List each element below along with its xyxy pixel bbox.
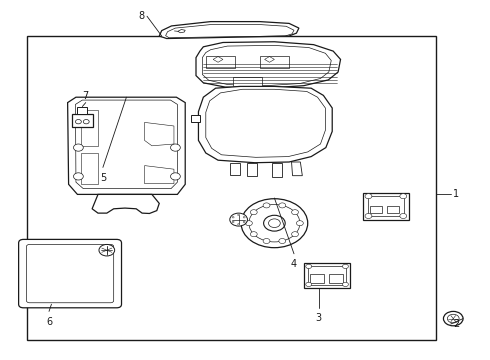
- Bar: [363, 193, 409, 220]
- Circle shape: [296, 221, 303, 226]
- Text: 3: 3: [316, 313, 321, 323]
- Text: 7: 7: [83, 91, 89, 101]
- Circle shape: [99, 244, 115, 256]
- Circle shape: [292, 232, 298, 237]
- Bar: [233, 77, 262, 86]
- Circle shape: [238, 214, 240, 216]
- FancyBboxPatch shape: [19, 239, 122, 308]
- Circle shape: [264, 215, 285, 231]
- Circle shape: [400, 194, 407, 199]
- Circle shape: [74, 144, 83, 151]
- Circle shape: [241, 199, 308, 248]
- Circle shape: [306, 282, 312, 287]
- Bar: [72, 114, 93, 127]
- Bar: [387, 206, 399, 213]
- Bar: [370, 206, 382, 213]
- Circle shape: [292, 210, 298, 215]
- Circle shape: [171, 173, 180, 180]
- Circle shape: [249, 204, 300, 242]
- Bar: [308, 266, 346, 285]
- Circle shape: [443, 311, 463, 326]
- Circle shape: [365, 194, 372, 199]
- Polygon shape: [198, 86, 332, 163]
- Text: 1: 1: [453, 189, 460, 199]
- Polygon shape: [191, 115, 200, 122]
- Polygon shape: [159, 22, 299, 39]
- Circle shape: [343, 282, 348, 287]
- Text: 5: 5: [100, 173, 106, 183]
- Bar: [329, 274, 343, 283]
- Polygon shape: [272, 163, 282, 177]
- Bar: [368, 196, 404, 216]
- Polygon shape: [68, 97, 185, 194]
- Circle shape: [269, 219, 280, 228]
- Circle shape: [74, 173, 83, 180]
- Circle shape: [343, 264, 348, 269]
- Polygon shape: [75, 100, 177, 189]
- Circle shape: [232, 221, 234, 222]
- Polygon shape: [145, 166, 174, 184]
- Polygon shape: [247, 163, 257, 176]
- Polygon shape: [230, 163, 240, 175]
- Circle shape: [171, 144, 180, 151]
- FancyBboxPatch shape: [26, 244, 114, 303]
- Circle shape: [263, 238, 270, 243]
- Bar: [260, 56, 289, 68]
- Bar: [27, 36, 436, 340]
- Circle shape: [238, 224, 240, 225]
- Bar: [310, 274, 324, 283]
- Circle shape: [250, 210, 257, 215]
- Text: 6: 6: [46, 317, 52, 327]
- Circle shape: [83, 120, 89, 124]
- Circle shape: [279, 203, 286, 208]
- Text: 4: 4: [291, 259, 297, 269]
- Circle shape: [243, 221, 245, 222]
- Bar: [206, 56, 235, 68]
- Bar: [77, 107, 87, 114]
- Circle shape: [263, 203, 270, 208]
- Bar: [81, 153, 98, 184]
- Bar: [81, 110, 98, 146]
- Circle shape: [75, 120, 81, 124]
- Circle shape: [243, 216, 245, 218]
- Polygon shape: [92, 194, 159, 213]
- Bar: [304, 263, 350, 288]
- Polygon shape: [145, 122, 174, 146]
- Polygon shape: [292, 162, 302, 176]
- Circle shape: [306, 264, 312, 269]
- Text: 8: 8: [138, 11, 145, 21]
- Text: 2: 2: [453, 319, 460, 329]
- Circle shape: [447, 314, 459, 323]
- Circle shape: [230, 213, 247, 226]
- Circle shape: [232, 216, 234, 218]
- Circle shape: [250, 232, 257, 237]
- Circle shape: [400, 213, 407, 219]
- Polygon shape: [196, 42, 341, 88]
- Circle shape: [279, 238, 286, 243]
- Circle shape: [365, 213, 372, 219]
- Circle shape: [245, 221, 252, 226]
